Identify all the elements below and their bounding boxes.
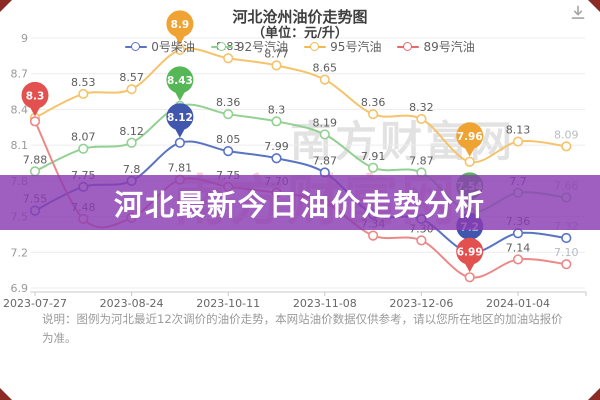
svg-text:7.96: 7.96 (457, 131, 483, 143)
chart-legend: 0号柴油 92号汽油 95号汽油 89号汽油 (0, 38, 600, 55)
legend-label: 0号柴油 (151, 40, 195, 54)
download-icon[interactable] (569, 4, 587, 22)
svg-text:8.9: 8.9 (171, 19, 190, 31)
svg-text:8.4: 8.4 (11, 103, 29, 116)
svg-text:8.77: 8.77 (264, 47, 289, 60)
legend-label: 92号汽油 (236, 40, 289, 54)
legend-item-diesel-0[interactable]: 0号柴油 (125, 38, 195, 55)
corner-mark (0, 388, 12, 400)
svg-text:7.81: 7.81 (168, 162, 193, 175)
svg-text:7.14: 7.14 (506, 241, 531, 254)
svg-text:8.05: 8.05 (216, 133, 241, 146)
svg-text:8.07: 8.07 (71, 131, 96, 144)
svg-text:7.88: 7.88 (23, 153, 48, 166)
line-marker-icon (397, 41, 420, 52)
svg-text:7.8: 7.8 (123, 163, 141, 176)
svg-text:2023-11-08: 2023-11-08 (293, 297, 357, 310)
disclaimer-note: 说明：图例为河北最近12次调价的油价走势，本网站油价数据仅供参考，请以您所在地区… (42, 312, 563, 345)
svg-text:8.53: 8.53 (71, 76, 96, 89)
headline-text: 河北最新今日油价走势分析 (113, 187, 486, 222)
series-95号汽油: 8.538.578.838.778.658.368.328.138.098.97… (29, 10, 579, 167)
corner-mark (0, 0, 12, 12)
svg-text:2023-12-06: 2023-12-06 (389, 297, 453, 310)
svg-text:8.43: 8.43 (167, 75, 193, 87)
legend-item-gasoline-92[interactable]: 92号汽油 (210, 38, 289, 55)
svg-text:8.57: 8.57 (119, 71, 144, 84)
svg-text:8.36: 8.36 (216, 96, 241, 109)
svg-text:8.65: 8.65 (313, 62, 338, 75)
chart-subtitle: （单位：元/升） (252, 26, 348, 41)
legend-item-gasoline-95[interactable]: 95号汽油 (304, 38, 381, 55)
svg-text:8.09: 8.09 (554, 128, 579, 141)
svg-text:2023-07-27: 2023-07-27 (3, 297, 67, 310)
svg-text:8.12: 8.12 (119, 125, 144, 138)
svg-text:8.19: 8.19 (313, 116, 338, 129)
line-marker-icon (304, 41, 327, 52)
svg-text:8.32: 8.32 (409, 101, 434, 114)
svg-text:7.91: 7.91 (361, 150, 386, 163)
svg-text:8.12: 8.12 (167, 112, 193, 124)
svg-text:8.13: 8.13 (506, 124, 531, 137)
svg-text:8.1: 8.1 (11, 139, 29, 152)
svg-text:7.87: 7.87 (313, 155, 338, 168)
svg-text:8.3: 8.3 (268, 103, 286, 116)
svg-text:7.87: 7.87 (409, 155, 434, 168)
line-marker-icon (210, 41, 233, 52)
svg-text:8.3: 8.3 (26, 90, 45, 102)
legend-label: 89号汽油 (423, 40, 475, 54)
corner-mark (588, 0, 600, 12)
svg-text:7.99: 7.99 (264, 140, 289, 153)
chart-title: 河北沧州油价走势图 (232, 8, 368, 26)
corner-mark (588, 388, 600, 400)
svg-text:7.10: 7.10 (554, 246, 579, 259)
svg-text:6.99: 6.99 (457, 246, 483, 258)
svg-text:2023-10-11: 2023-10-11 (196, 297, 260, 310)
svg-text:8.7: 8.7 (11, 68, 29, 81)
legend-label: 95号汽油 (330, 40, 382, 54)
svg-text:2024-01-04: 2024-01-04 (486, 297, 550, 310)
legend-item-gasoline-89[interactable]: 89号汽油 (397, 38, 475, 55)
svg-text:8.36: 8.36 (361, 96, 386, 109)
svg-text:7.2: 7.2 (11, 246, 29, 259)
headline-banner: 河北最新今日油价走势分析 (0, 175, 600, 230)
svg-text:9: 9 (21, 32, 28, 45)
svg-text:6.9: 6.9 (11, 282, 29, 295)
line-marker-icon (125, 41, 148, 52)
svg-text:2023-08-24: 2023-08-24 (100, 297, 164, 310)
